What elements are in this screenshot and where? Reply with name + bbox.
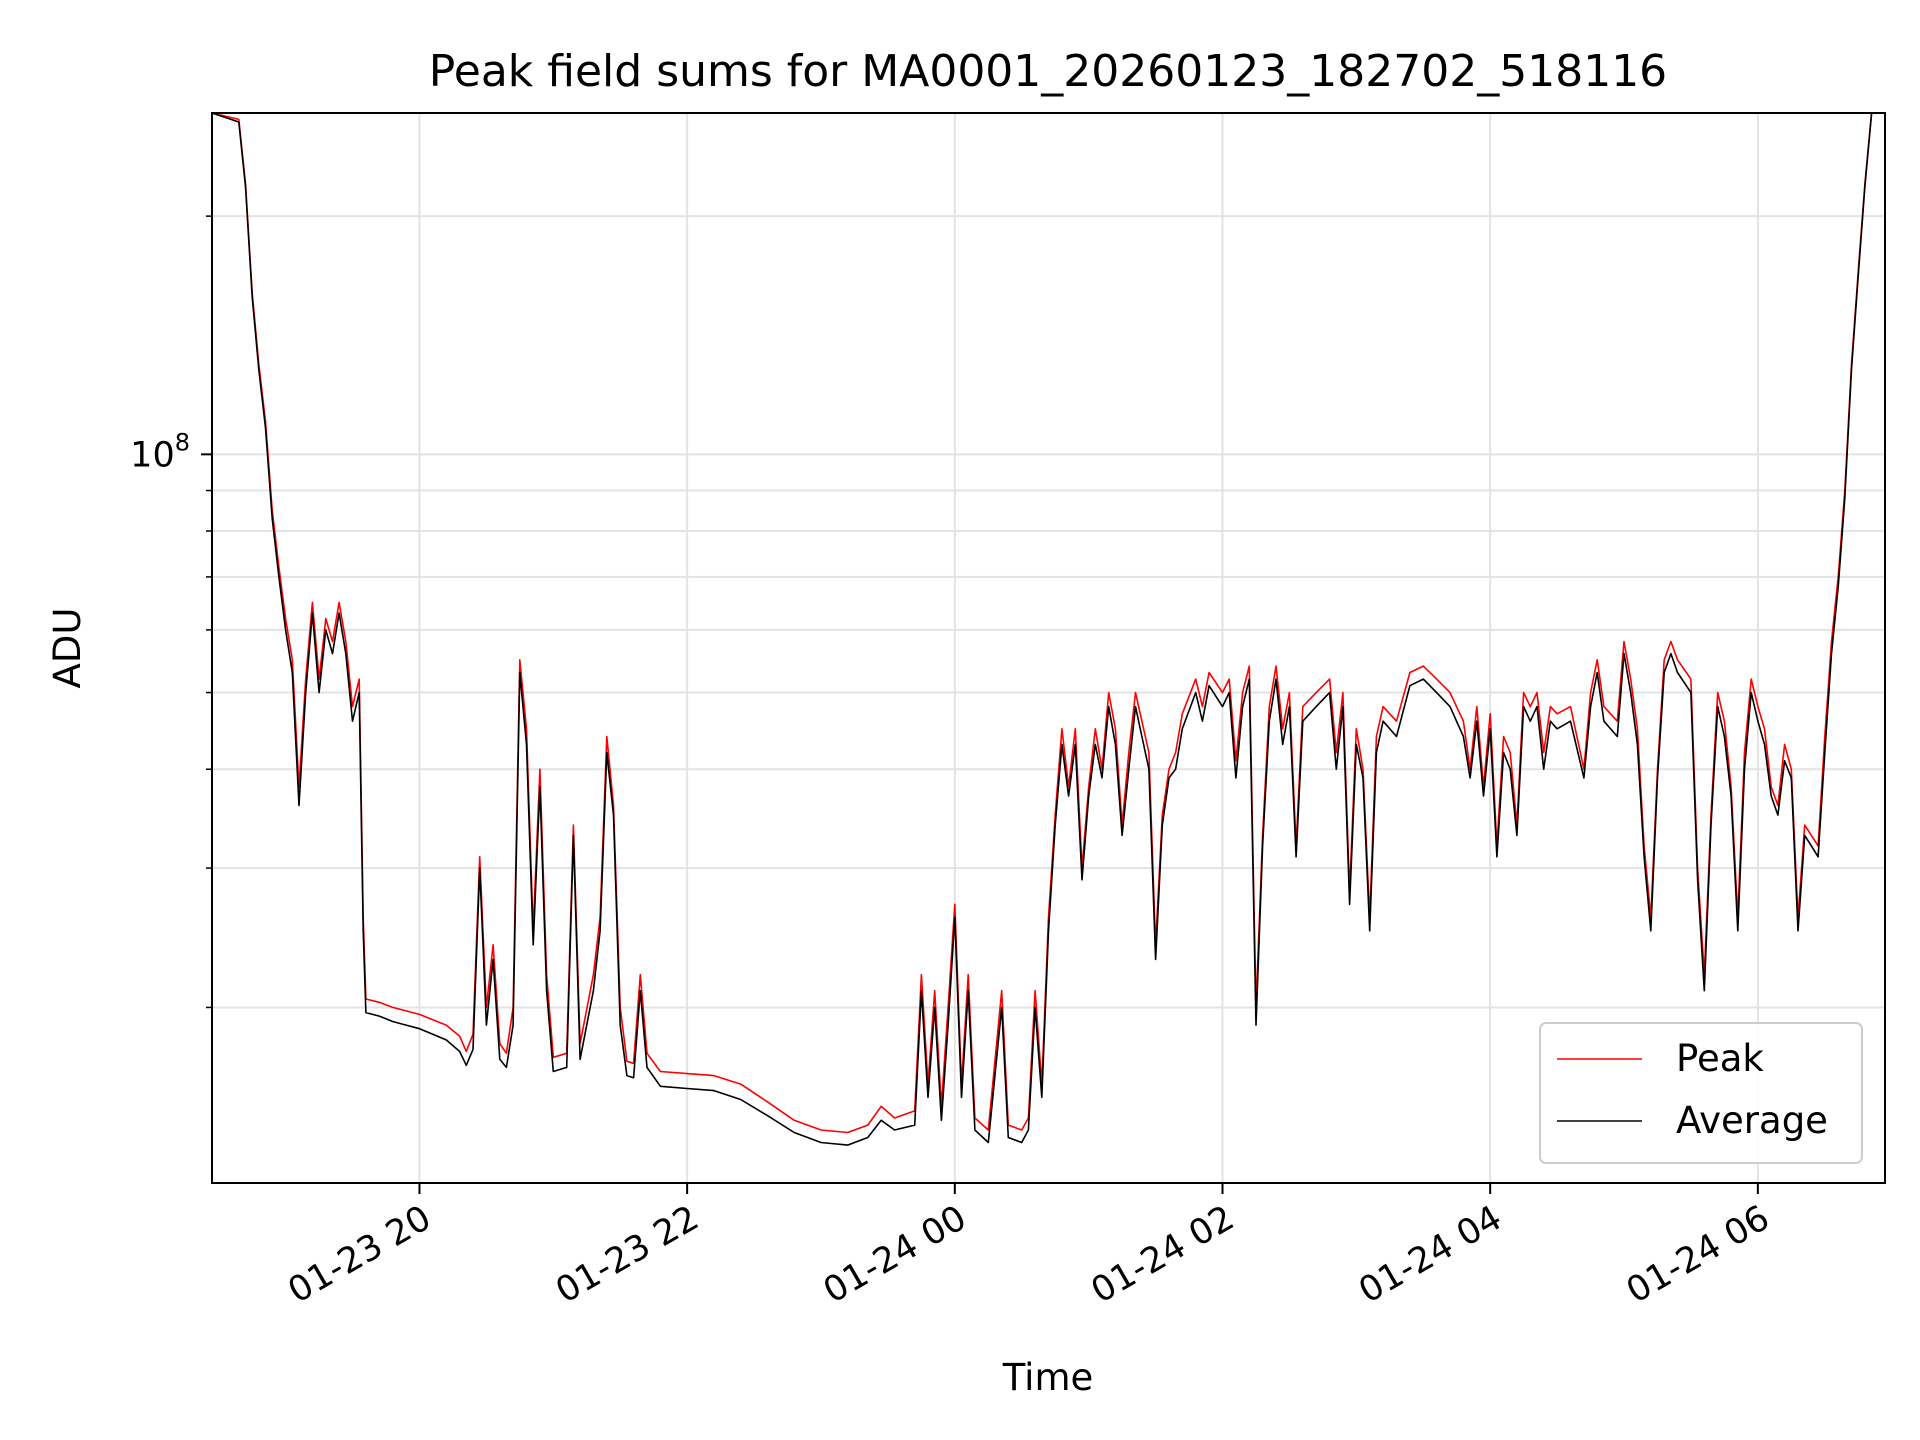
y-axis-label: ADU: [46, 608, 89, 689]
y-axis: 108: [130, 215, 212, 1009]
chart-title: Peak field sums for MA0001_20260123_1827…: [429, 46, 1667, 97]
y-tick-label-base: 10: [130, 435, 175, 475]
series-layer: [212, 113, 1873, 1146]
legend-average-label: Average: [1676, 1099, 1828, 1142]
legend: Peak Average: [1539, 1022, 1863, 1164]
y-tick-label-exponent: 8: [175, 428, 190, 456]
legend-box: [1539, 1022, 1863, 1164]
x-axis-label: Time: [1002, 1356, 1094, 1399]
grid: [212, 113, 1885, 1183]
series-line-average: [212, 113, 1873, 1146]
legend-peak-label: Peak: [1676, 1037, 1764, 1080]
y-tick-label: 108: [130, 428, 190, 475]
plot-frame: [211, 112, 1886, 1184]
